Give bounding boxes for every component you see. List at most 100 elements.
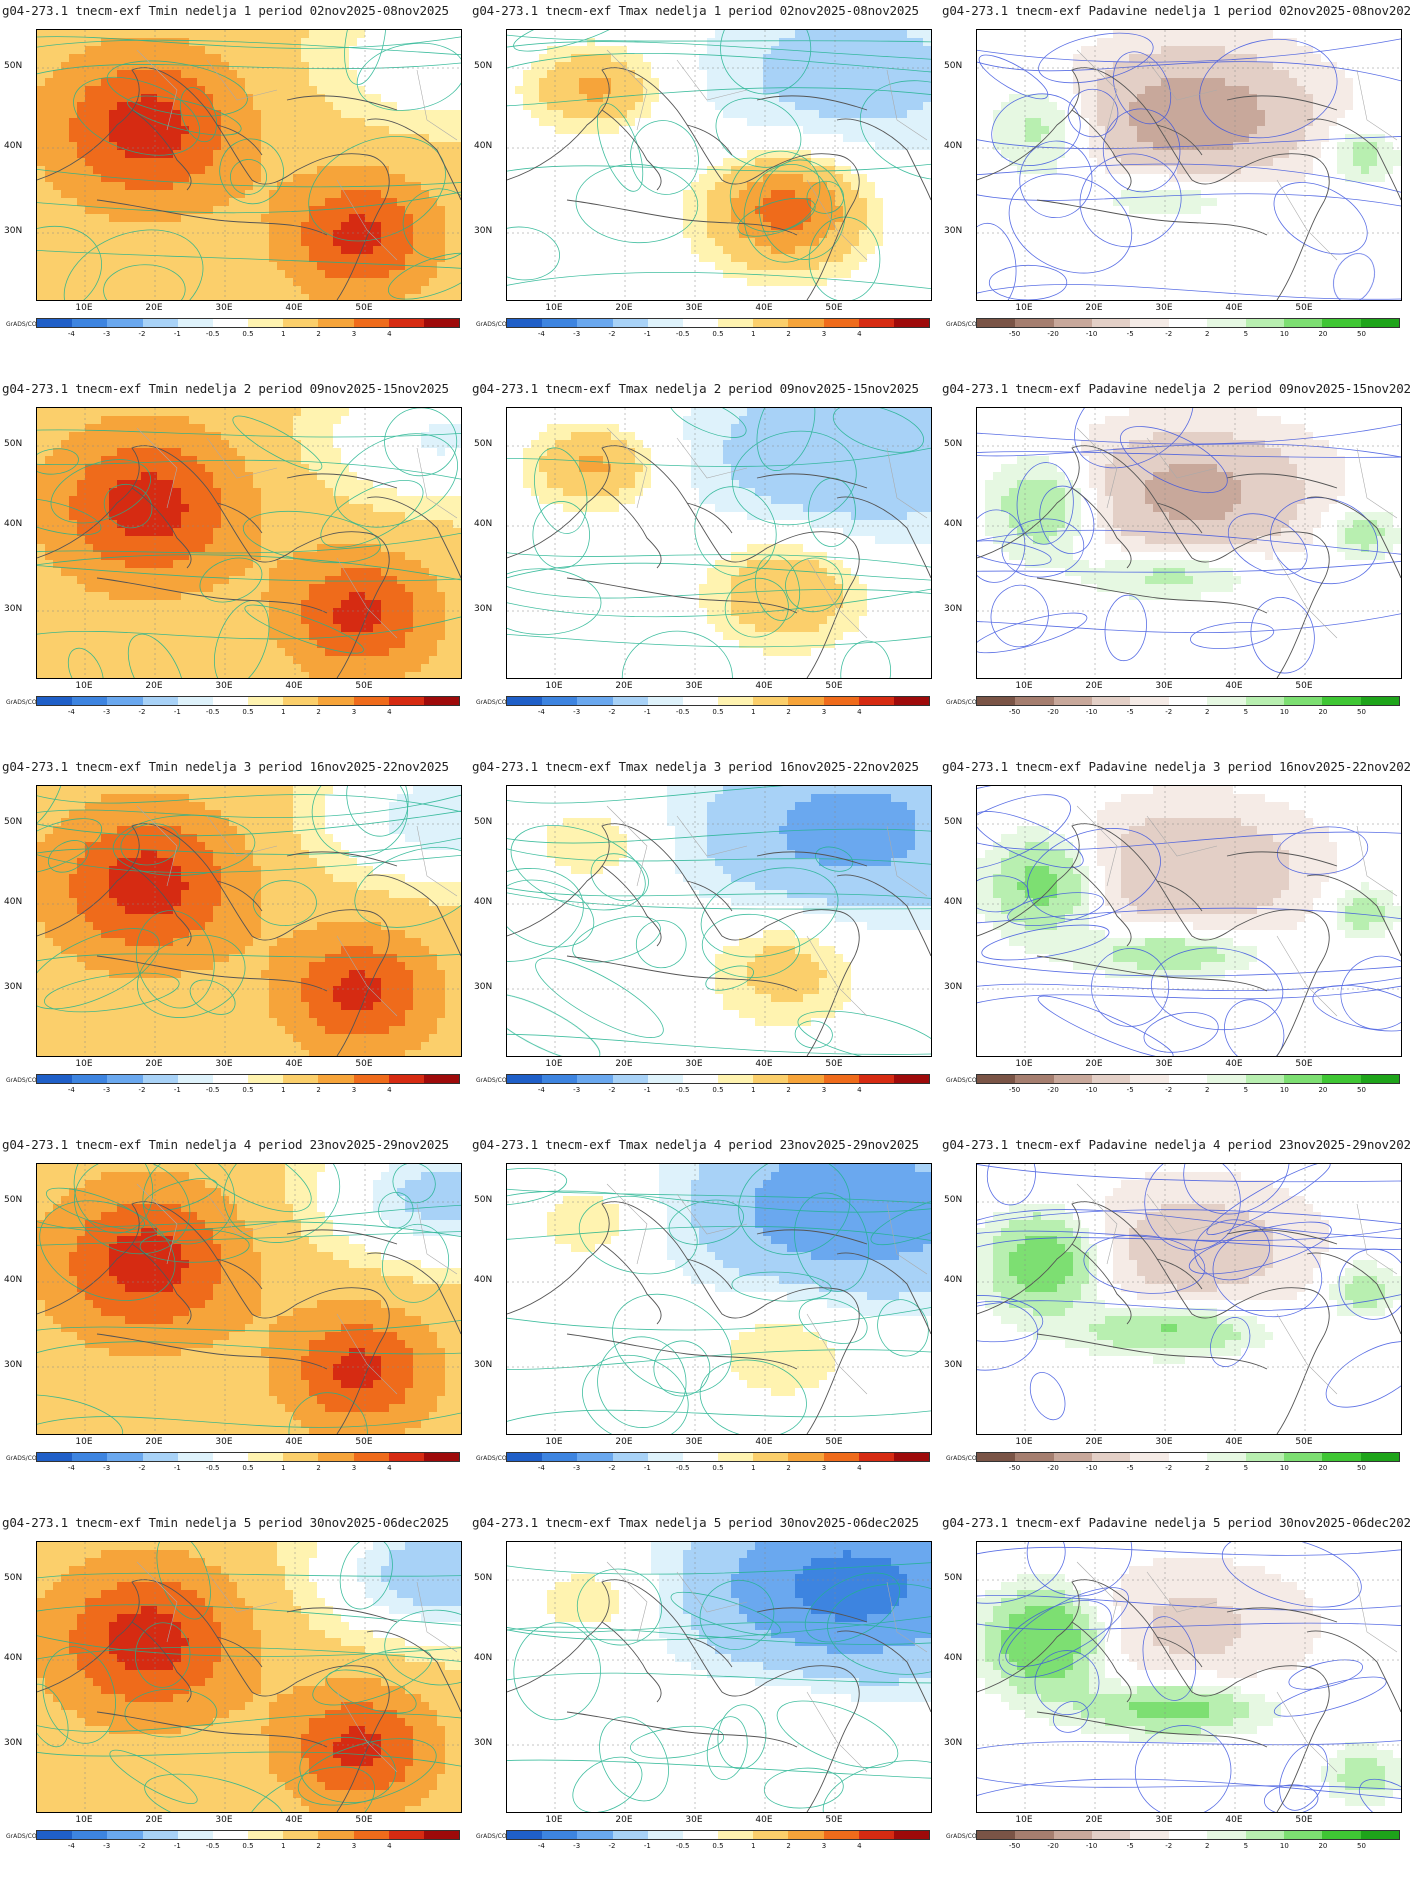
legend-swatch <box>388 1453 424 1461</box>
tmin-map-panel: g04-273.1 tnecm-exf Tmin nedelja 4 perio… <box>0 1134 470 1512</box>
legend-tick-label: -4 <box>538 1464 545 1472</box>
legend-tick-label: -3 <box>103 330 110 338</box>
legend-tick-label: 50 <box>1357 1464 1366 1472</box>
legend-tick-label: 2 <box>786 1464 790 1472</box>
legend-swatch <box>423 319 460 327</box>
legend-tick-label: 4 <box>857 1086 861 1094</box>
grads-credit: GrADS/COLA <box>946 1455 984 1462</box>
legend-swatch <box>72 1075 108 1083</box>
tmax-color-legend <box>506 1074 930 1084</box>
legend-tick-label: -1 <box>174 708 181 716</box>
legend-swatch <box>107 697 143 705</box>
legend-swatch <box>1322 319 1361 327</box>
legend-tick-label: -3 <box>103 1086 110 1094</box>
legend-tick-label: -1 <box>644 1086 651 1094</box>
map-canvas <box>507 786 931 1056</box>
legend-tick-label: -3 <box>573 1464 580 1472</box>
legend-tick-label: 50 <box>1357 1086 1366 1094</box>
latitude-tick-label: 40N <box>944 1653 962 1663</box>
legend-tick-label: 0.5 <box>242 708 253 716</box>
legend-tick-label: 20 <box>1318 1464 1327 1472</box>
legend-swatch <box>977 697 1016 705</box>
legend-tick-label: -4 <box>68 708 75 716</box>
legend-tick-label: -1 <box>174 1086 181 1094</box>
legend-tick-label: -3 <box>573 1842 580 1850</box>
longitude-tick-label: 20E <box>615 1059 632 1069</box>
legend-swatch <box>893 1831 930 1839</box>
legend-swatch <box>753 1831 789 1839</box>
legend-tick-label: 0.5 <box>712 330 723 338</box>
legend-tick-label: -0.5 <box>676 1464 690 1472</box>
legend-tick-label: 4 <box>387 1464 391 1472</box>
longitude-tick-label: 20E <box>615 303 632 313</box>
longitude-tick-label: 30E <box>1155 1815 1172 1825</box>
legend-tick-label: -0.5 <box>676 1086 690 1094</box>
longitude-tick-label: 30E <box>1155 1059 1172 1069</box>
legend-tick-label: -5 <box>1127 708 1134 716</box>
legend-tick-label: 3 <box>822 1842 826 1850</box>
tmin-color-legend <box>36 1452 460 1462</box>
longitude-tick-label: 10E <box>1015 303 1032 313</box>
legend-swatch <box>858 697 894 705</box>
legend-swatch <box>507 1453 543 1461</box>
legend-tick-label: 10 <box>1280 1464 1289 1472</box>
legend-swatch <box>1245 319 1284 327</box>
longitude-tick-label: 10E <box>75 681 92 691</box>
legend-swatch <box>142 1453 178 1461</box>
legend-swatch <box>423 697 460 705</box>
legend-tick-label: -0.5 <box>206 1086 220 1094</box>
legend-swatch <box>353 319 389 327</box>
legend-tick-label: 5 <box>1244 708 1248 716</box>
legend-swatch <box>788 1831 824 1839</box>
legend-tick-label: 5 <box>1244 1086 1248 1094</box>
latitude-tick-label: 30N <box>474 1360 492 1370</box>
legend-swatch <box>1207 697 1246 705</box>
legend-tick-label: 2 <box>1205 330 1209 338</box>
longitude-tick-label: 50E <box>1295 1059 1312 1069</box>
legend-tick-label: -0.5 <box>676 1842 690 1850</box>
longitude-tick-label: 20E <box>615 1815 632 1825</box>
legend-tick-label: 10 <box>1280 708 1289 716</box>
precip-anomaly-map <box>976 1541 1402 1813</box>
legend-tick-label: 4 <box>857 708 861 716</box>
legend-tick-label: 3 <box>352 1086 356 1094</box>
legend-tick-label: -1 <box>644 330 651 338</box>
legend-tick-label: 1 <box>751 1086 755 1094</box>
legend-tick-label: -3 <box>573 1086 580 1094</box>
legend-tick-label: -2 <box>1165 1842 1172 1850</box>
legend-tick-label: -1 <box>644 1464 651 1472</box>
latitude-tick-label: 50N <box>4 817 22 827</box>
latitude-tick-label: 30N <box>4 604 22 614</box>
legend-swatch <box>1245 1075 1284 1083</box>
panel-title: g04-273.1 tnecm-exf Tmin nedelja 5 perio… <box>2 1515 470 1530</box>
legend-swatch <box>612 1453 648 1461</box>
grads-credit: GrADS/COLA <box>476 1455 514 1462</box>
legend-tick-label: 1 <box>751 330 755 338</box>
legend-swatch <box>788 319 824 327</box>
longitude-tick-label: 40E <box>755 1437 772 1447</box>
legend-swatch <box>858 319 894 327</box>
longitude-tick-label: 10E <box>75 1059 92 1069</box>
legend-tick-label: 0.5 <box>242 1086 253 1094</box>
grads-credit: GrADS/COLA <box>946 1077 984 1084</box>
legend-swatch <box>893 319 930 327</box>
latitude-tick-label: 50N <box>474 1195 492 1205</box>
longitude-tick-label: 50E <box>355 681 372 691</box>
legend-swatch <box>507 697 543 705</box>
legend-tick-label: 3 <box>822 1086 826 1094</box>
legend-swatch <box>248 1831 284 1839</box>
precip-map-panel: g04-273.1 tnecm-exf Padavine nedelja 1 p… <box>940 0 1410 378</box>
tmin-map-panel: g04-273.1 tnecm-exf Tmin nedelja 1 perio… <box>0 0 470 378</box>
longitude-tick-label: 30E <box>685 681 702 691</box>
legend-swatch <box>718 1831 754 1839</box>
legend-tick-label: 50 <box>1357 1842 1366 1850</box>
legend-swatch <box>542 319 578 327</box>
legend-swatch <box>542 1075 578 1083</box>
legend-swatch <box>107 1831 143 1839</box>
legend-swatch <box>248 697 284 705</box>
legend-tick-label: 4 <box>387 1842 391 1850</box>
legend-tick-label: -0.5 <box>676 330 690 338</box>
legend-swatch <box>788 1453 824 1461</box>
legend-tick-label: 2 <box>786 330 790 338</box>
legend-swatch <box>823 697 859 705</box>
